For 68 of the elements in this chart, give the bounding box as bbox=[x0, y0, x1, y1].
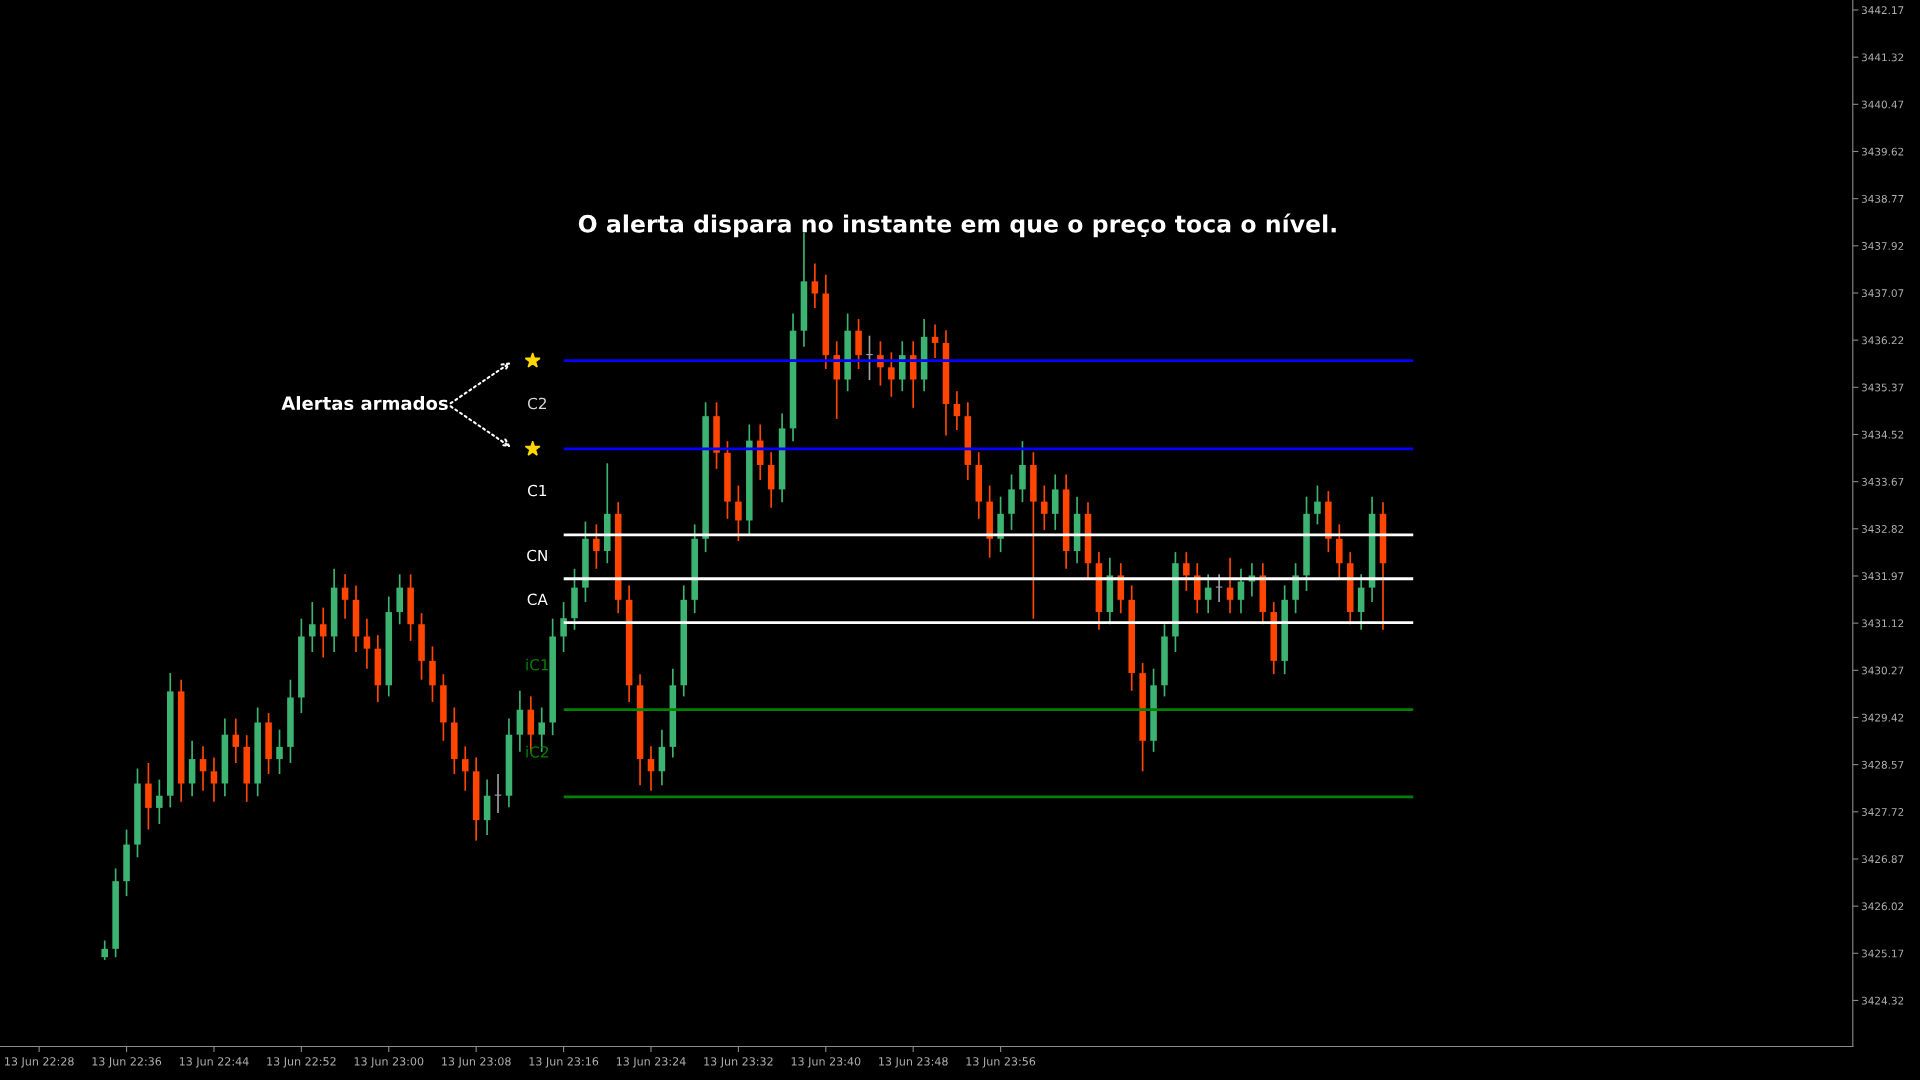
candlestick bbox=[1183, 551, 1190, 592]
y-tick-label: 3429.42 bbox=[1861, 713, 1904, 722]
candlestick bbox=[363, 617, 371, 670]
y-tick-label: 3438.77 bbox=[1861, 194, 1904, 203]
y-tick-label: 3436.22 bbox=[1861, 336, 1904, 345]
y-tick-label: 3437.07 bbox=[1861, 289, 1904, 298]
candlestick bbox=[1226, 556, 1234, 614]
y-tick-label: 3426.02 bbox=[1861, 902, 1904, 911]
candlestick bbox=[199, 745, 207, 792]
y-tick-label: 3437.92 bbox=[1861, 242, 1904, 250]
x-tick-label: 13 Jun 22:36 bbox=[92, 1057, 162, 1068]
y-tick-label: 3434.52 bbox=[1861, 430, 1904, 439]
ref-line-label: CA bbox=[527, 593, 548, 606]
x-tick-label: 13 Jun 23:32 bbox=[704, 1057, 773, 1068]
candlestick bbox=[647, 745, 655, 792]
annotation: Alertas armados bbox=[281, 396, 448, 411]
x-tick-label: 13 Jun 23:08 bbox=[442, 1057, 511, 1068]
candlestick bbox=[811, 262, 819, 309]
candlestick bbox=[1237, 567, 1245, 614]
x-tick-label: 13 Jun 23:16 bbox=[529, 1057, 599, 1068]
candlestick bbox=[276, 728, 283, 775]
x-tick-label: 13 Jun 23:56 bbox=[966, 1057, 1036, 1068]
x-tick-label: 13 Jun 23:24 bbox=[616, 1057, 686, 1068]
candlestick bbox=[735, 484, 742, 542]
y-tick-label: 3435.37 bbox=[1861, 383, 1904, 392]
y-tick-label: 3428.57 bbox=[1861, 760, 1904, 769]
x-tick-label: 13 Jun 23:00 bbox=[354, 1057, 424, 1068]
y-tick-label: 3433.67 bbox=[1861, 477, 1904, 486]
candlestick bbox=[101, 939, 108, 961]
ref-line-label: C1 bbox=[527, 484, 547, 497]
ref-line-label: iC2 bbox=[526, 745, 549, 758]
y-tick-label: 3441.32 bbox=[1861, 53, 1904, 62]
text: O alerta dispara no instante em que o preço toca o nível. bbox=[578, 213, 1336, 238]
y-tick-label: 3442.17 bbox=[1861, 6, 1904, 15]
x-tick-label: 13 Jun 22:28 bbox=[5, 1057, 74, 1068]
candlestick bbox=[931, 323, 939, 359]
y-tick-label: 3439.62 bbox=[1861, 147, 1904, 156]
x-tick-label: 13 Jun 22:52 bbox=[267, 1057, 336, 1068]
y-tick-label: 3424.32 bbox=[1861, 996, 1904, 1005]
y-tick-label: 3440.47 bbox=[1861, 100, 1904, 109]
candlestick bbox=[560, 601, 567, 653]
candlestick bbox=[953, 390, 961, 431]
candlestick bbox=[593, 523, 600, 570]
y-tick-label: 3427.72 bbox=[1861, 808, 1904, 816]
x-tick-label: 13 Jun 22:44 bbox=[179, 1057, 249, 1068]
y-tick-label: 3426.87 bbox=[1861, 855, 1904, 864]
ref-line-label: CN bbox=[527, 549, 547, 562]
y-tick-label: 3425.17 bbox=[1861, 949, 1904, 958]
y-tick-label: 3431.97 bbox=[1861, 572, 1904, 581]
candlestick bbox=[1041, 484, 1048, 531]
x-tick-label: 13 Jun 23:40 bbox=[791, 1057, 861, 1068]
candlestick bbox=[319, 606, 327, 659]
ref-line-label: iC1 bbox=[526, 658, 549, 671]
candlestick bbox=[461, 745, 469, 792]
candlestick bbox=[309, 601, 316, 653]
candlestick bbox=[888, 351, 895, 398]
candlestick bbox=[866, 334, 873, 381]
candlestick bbox=[1204, 573, 1212, 614]
candlestick bbox=[341, 573, 349, 620]
y-tick-label: 3430.27 bbox=[1861, 666, 1904, 675]
y-tick-label: 3431.12 bbox=[1861, 619, 1904, 628]
y-tick-label: 3432.82 bbox=[1861, 525, 1904, 533]
candlestick bbox=[232, 717, 240, 764]
candlestick bbox=[210, 756, 218, 803]
candlestick bbox=[1314, 484, 1321, 526]
candlestick bbox=[156, 778, 163, 825]
ref-line-label: C2 bbox=[527, 397, 546, 410]
x-tick-label: 13 Jun 23:48 bbox=[879, 1057, 948, 1068]
